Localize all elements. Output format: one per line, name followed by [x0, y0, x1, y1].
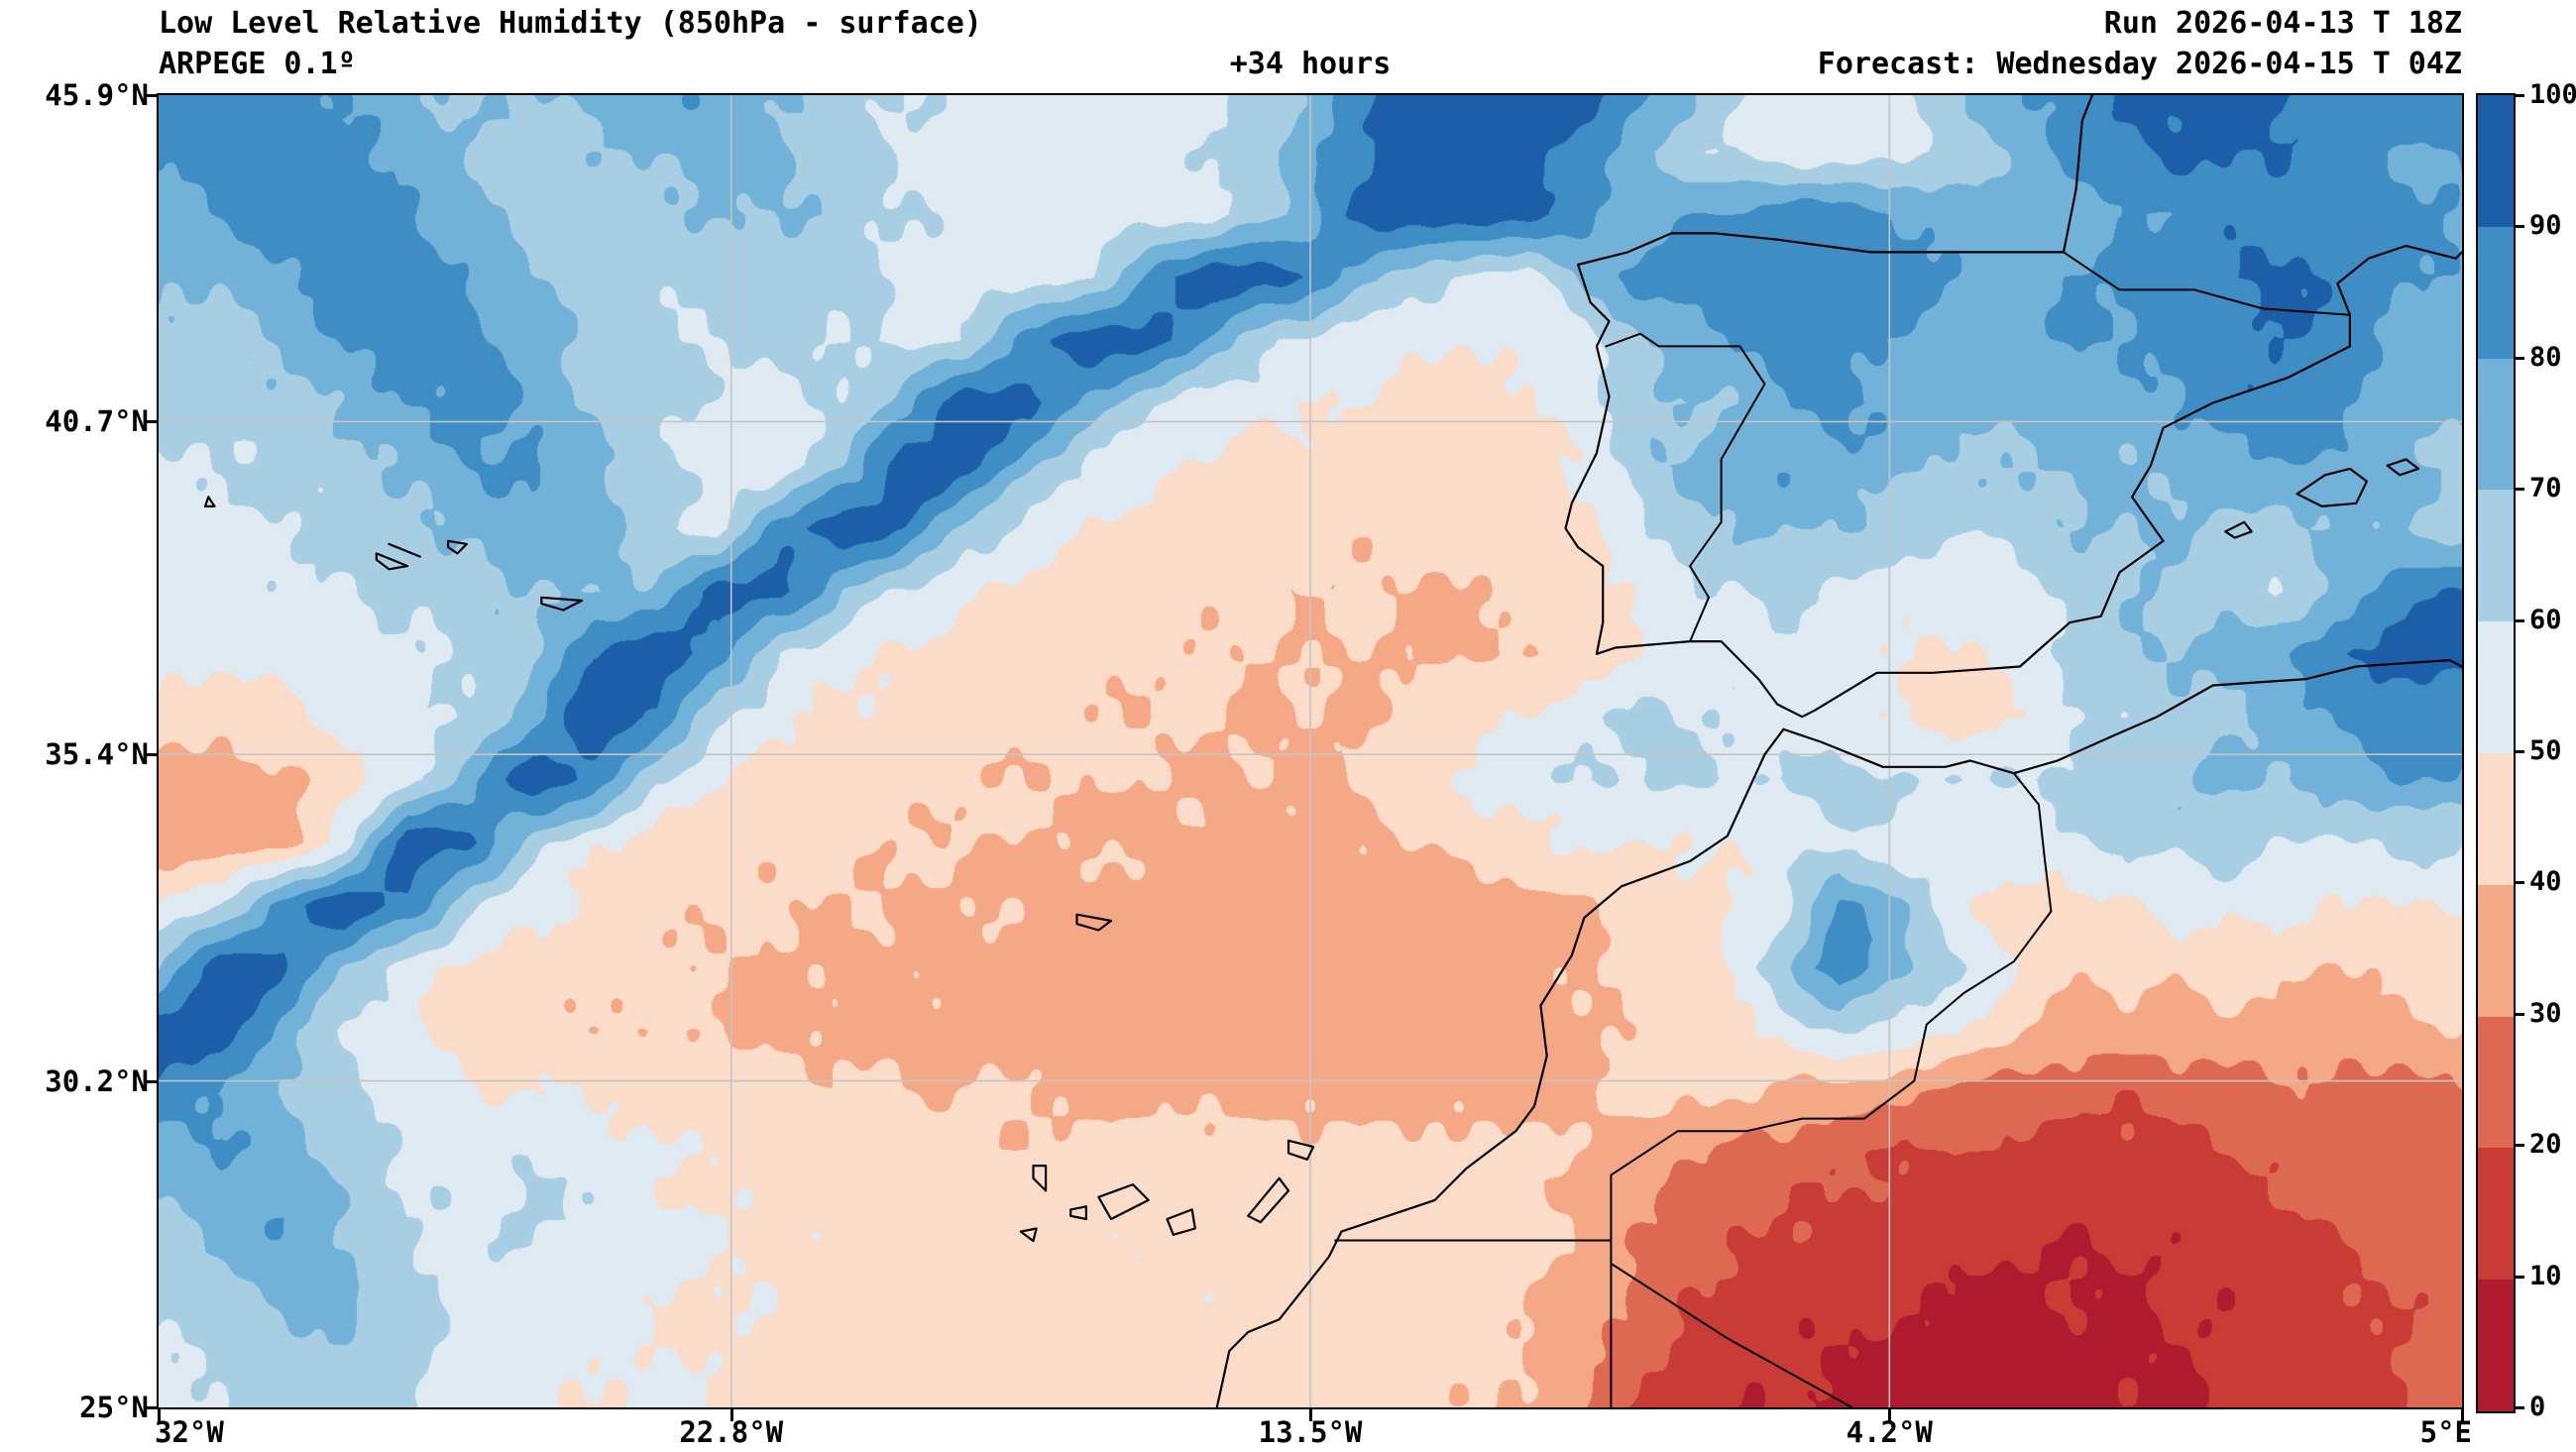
y-tick-mark — [145, 1406, 157, 1409]
colorbar-tick-label: 20 — [2529, 1129, 2562, 1161]
x-tick-label: 5°E — [2419, 1415, 2472, 1449]
colorbar-tick-label: 10 — [2529, 1260, 2562, 1291]
colorbar-tick-label: 70 — [2529, 473, 2562, 504]
colorbar-tick-mark — [2516, 356, 2524, 360]
colorbar-bin-40-50 — [2478, 752, 2514, 885]
colorbar-bin-60-70 — [2478, 490, 2514, 622]
y-tick-label: 25°N — [79, 1391, 149, 1424]
forecast-label: Forecast: Wednesday 2026-04-15 T 04Z — [1817, 47, 2462, 81]
colorbar-tick-mark — [2516, 1406, 2524, 1409]
colorbar-bin-70-80 — [2478, 358, 2514, 491]
colorbar-tick-mark — [2516, 618, 2524, 622]
colorbar-bin-10-20 — [2478, 1148, 2514, 1281]
colorbar-bin-90-100 — [2478, 95, 2514, 227]
colorbar-bin-50-60 — [2478, 621, 2514, 753]
colorbar-tick-mark — [2516, 881, 2524, 885]
colorbar-tick-label: 50 — [2529, 735, 2562, 766]
colorbar-tick-label: 30 — [2529, 997, 2562, 1029]
colorbar-tick-label: 100 — [2529, 79, 2576, 110]
humidity-field-canvas — [159, 95, 2462, 1407]
lead-time-label: +34 hours — [1229, 47, 1392, 81]
x-tick-mark — [158, 1409, 161, 1421]
colorbar-tick-label: 0 — [2529, 1392, 2546, 1422]
model-label: ARPEGE 0.1º — [159, 47, 356, 81]
y-tick-mark — [145, 1079, 157, 1083]
colorbar-tick-mark — [2516, 1275, 2524, 1279]
x-tick-mark — [1309, 1409, 1312, 1421]
x-tick-mark — [729, 1409, 733, 1421]
colorbar-tick-label: 80 — [2529, 341, 2562, 373]
colorbar-bin-30-40 — [2478, 884, 2514, 1017]
y-tick-mark — [145, 94, 157, 97]
colorbar-tick-label: 90 — [2529, 210, 2562, 242]
colorbar-tick-label: 40 — [2529, 866, 2562, 898]
chart-title: Low Level Relative Humidity (850hPa - su… — [159, 6, 982, 41]
colorbar-bin-20-30 — [2478, 1016, 2514, 1149]
x-tick-mark — [2461, 1409, 2464, 1421]
colorbar-tick-mark — [2516, 488, 2524, 492]
y-tick-mark — [145, 420, 157, 424]
colorbar-tick-mark — [2516, 225, 2524, 229]
y-tick-label: 40.7°N — [45, 404, 149, 439]
colorbar-tick-mark — [2516, 1144, 2524, 1148]
y-tick-label: 45.9°N — [45, 78, 149, 112]
x-tick-label: 32°W — [155, 1415, 224, 1449]
run-label: Run 2026-04-13 T 18Z — [2103, 6, 2462, 41]
y-tick-label: 30.2°N — [45, 1063, 149, 1098]
colorbar-bin-80-90 — [2478, 226, 2514, 359]
colorbar-tick-mark — [2516, 94, 2524, 97]
y-tick-mark — [145, 753, 157, 757]
colorbar-tick-label: 60 — [2529, 604, 2562, 635]
map-plot-area — [157, 93, 2464, 1409]
colorbar-tick-mark — [2516, 750, 2524, 753]
colorbar-tick-mark — [2516, 1012, 2524, 1016]
colorbar — [2476, 93, 2516, 1413]
y-tick-label: 35.4°N — [45, 737, 149, 772]
x-tick-mark — [1888, 1409, 1892, 1421]
colorbar-bin-0-10 — [2478, 1280, 2514, 1411]
